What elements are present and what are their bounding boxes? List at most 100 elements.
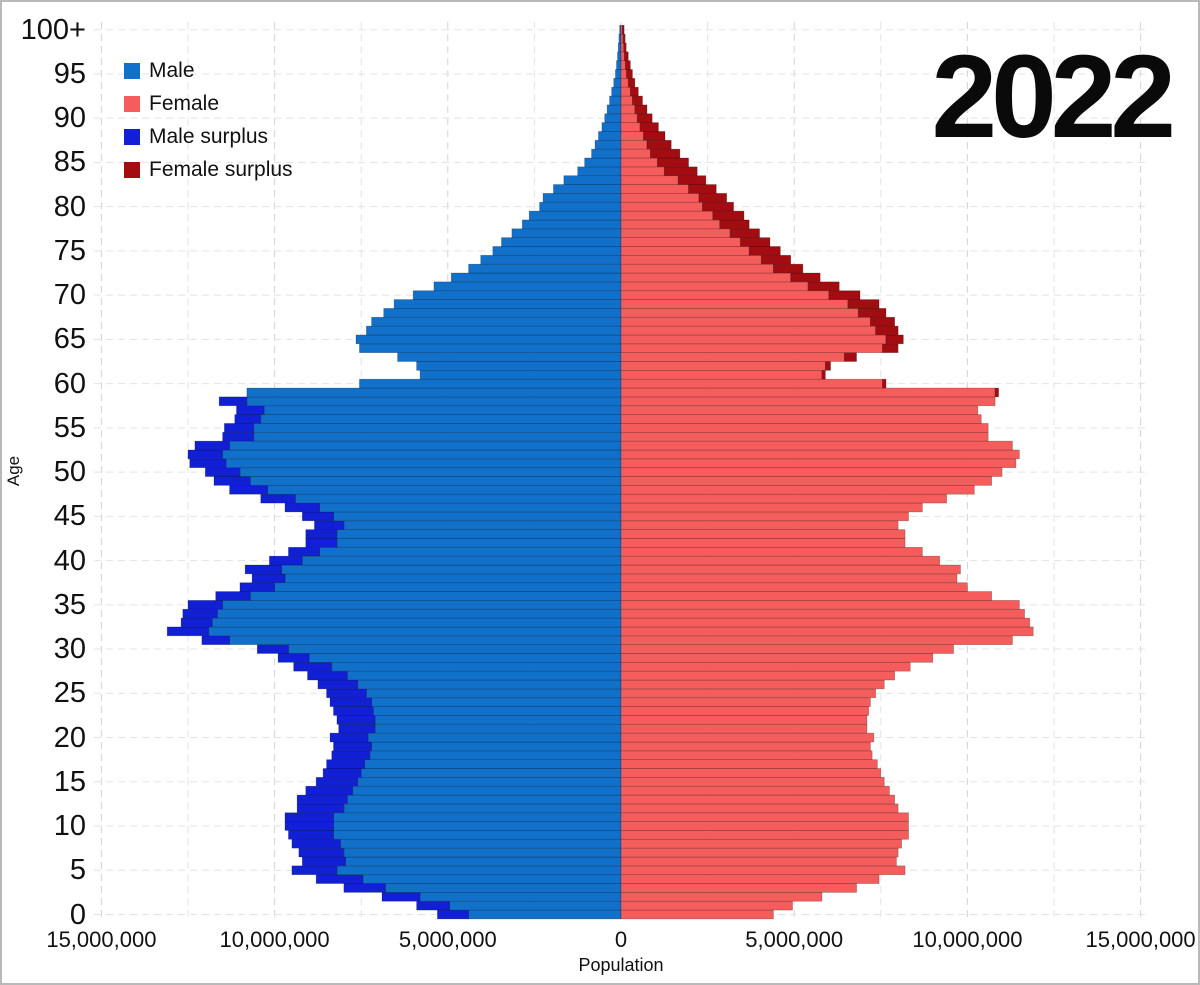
y-tick-label-10: 10: [53, 810, 86, 843]
bar-male: [369, 750, 622, 761]
bar-male: [385, 883, 622, 893]
bar-female: [620, 644, 954, 654]
bar-male-surplus: [307, 670, 348, 681]
bar-female-surplus: [632, 95, 643, 106]
bar-male-surplus: [229, 485, 269, 495]
y-tick-label-30: 30: [53, 633, 86, 666]
legend-item: Male: [124, 54, 293, 87]
bar-female: [620, 865, 906, 876]
y-axis-title: Age: [4, 455, 23, 487]
bar-female: [620, 741, 871, 752]
bar-male: [616, 60, 622, 70]
bar-female: [620, 520, 899, 530]
legend-swatch-male_surplus: [124, 128, 140, 145]
bar-female: [620, 343, 883, 354]
bar-female: [620, 555, 941, 566]
bar-male-surplus: [298, 847, 345, 858]
bar-male-surplus: [215, 591, 251, 601]
bar-female: [620, 573, 958, 584]
bar-male: [615, 69, 622, 79]
legend-item: Female: [124, 87, 293, 120]
bar-male-surplus: [305, 529, 338, 539]
y-tick-label-60: 60: [53, 367, 86, 400]
bar-female-surplus: [719, 219, 750, 230]
bar-male: [346, 670, 622, 681]
bar-female: [620, 847, 899, 858]
bar-female: [620, 290, 830, 300]
bar-male-surplus: [317, 679, 359, 690]
bar-male: [222, 600, 622, 610]
bar-male: [419, 892, 622, 902]
bar-female: [620, 334, 887, 345]
bar-male-surplus: [244, 564, 282, 575]
bar-female: [620, 281, 809, 292]
bar-male: [225, 458, 622, 469]
bar-male-surplus: [305, 538, 338, 548]
bar-female: [620, 564, 961, 575]
x-tick-label: 5,000,000: [745, 927, 844, 952]
bar-female: [620, 626, 1034, 637]
bar-male: [419, 369, 622, 380]
bar-female: [620, 732, 875, 743]
bar-female: [620, 308, 859, 318]
bar-male: [362, 874, 622, 884]
y-tick-label-70: 70: [53, 279, 86, 312]
bar-female: [620, 909, 774, 920]
bar-male: [288, 644, 622, 654]
bar-female: [620, 759, 878, 769]
bar-female: [620, 856, 897, 867]
bar-male: [345, 856, 622, 867]
legend-label: Female surplus: [149, 157, 293, 181]
x-axis-title: Population: [578, 955, 664, 975]
bar-male-surplus: [315, 874, 364, 884]
bar-male-surplus: [260, 493, 296, 504]
y-tick-label-50: 50: [53, 456, 86, 489]
bar-female: [620, 361, 826, 371]
bar-male-surplus: [301, 856, 346, 867]
legend-item: Male surplus: [124, 120, 293, 153]
y-tick-label-80: 80: [53, 190, 86, 223]
bar-female-surplus: [760, 254, 792, 265]
bar-female-surplus: [627, 78, 636, 88]
bar-female: [620, 723, 868, 734]
bar-male: [217, 608, 622, 619]
bar-female-surplus: [882, 343, 899, 354]
bar-male-surplus: [336, 715, 376, 725]
bar-female-surplus: [885, 334, 904, 345]
bar-female: [620, 352, 845, 362]
bar-male-surplus: [326, 759, 366, 769]
bar-female: [620, 591, 992, 601]
bar-male-surplus: [315, 777, 359, 787]
bar-male-surplus: [291, 838, 341, 849]
bar-female: [620, 511, 909, 522]
bar-female: [620, 157, 658, 168]
bar-male: [511, 228, 622, 238]
bar-male-surplus: [236, 405, 265, 415]
bar-female: [620, 78, 629, 88]
bar-female-surplus: [688, 184, 717, 194]
bar-male: [539, 201, 622, 212]
bar-female-surplus: [844, 352, 857, 362]
bar-female: [620, 201, 703, 212]
bar-female: [620, 830, 909, 840]
bar-male: [374, 723, 622, 734]
bar-female-surplus: [677, 175, 707, 185]
bar-male: [433, 281, 622, 292]
bar-female-surplus: [821, 369, 826, 380]
bar-female-surplus: [870, 316, 896, 327]
bar-male-surplus: [277, 653, 310, 663]
bar-male-surplus: [343, 883, 386, 893]
y-tick-label-45: 45: [53, 500, 86, 533]
bar-female-surplus: [636, 113, 653, 123]
bar-female: [620, 86, 631, 97]
bar-male: [468, 909, 622, 920]
bar-female: [620, 131, 644, 141]
bar-male-surplus: [239, 582, 275, 592]
bar-female: [620, 546, 923, 557]
bar-female-surplus: [875, 325, 899, 336]
y-tick-label-95: 95: [53, 57, 86, 90]
bar-female: [620, 440, 1013, 451]
bar-female: [620, 325, 876, 336]
bar-male: [239, 467, 622, 477]
